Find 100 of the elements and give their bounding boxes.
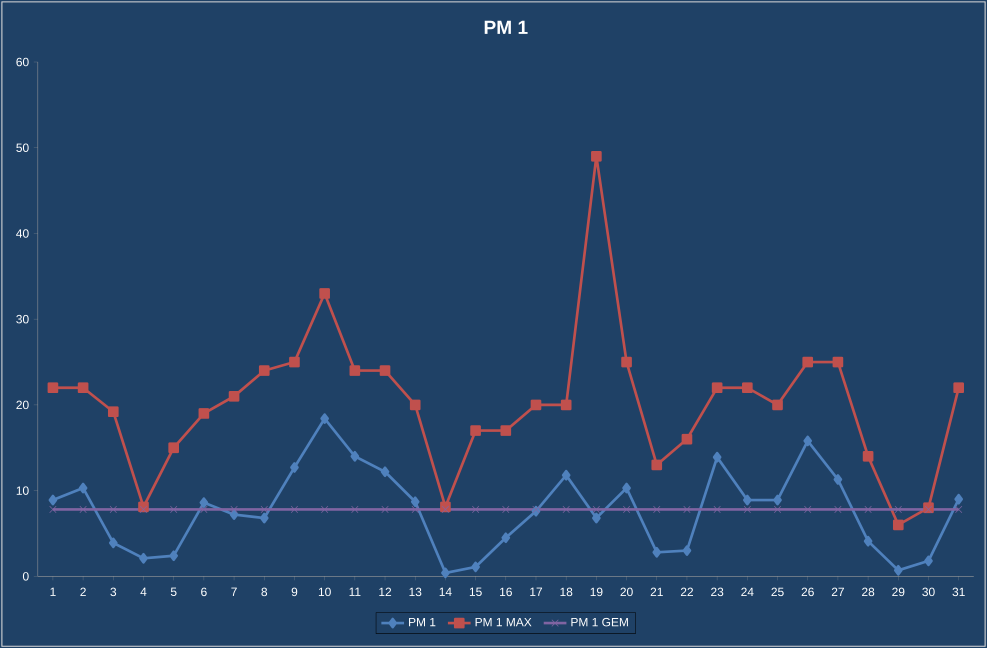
point xyxy=(804,506,812,514)
x-tick-label: 26 xyxy=(802,588,814,596)
point xyxy=(170,506,178,514)
point xyxy=(351,506,358,514)
x-tick-label: 31 xyxy=(952,588,965,596)
point xyxy=(924,556,933,566)
point xyxy=(79,506,87,514)
point xyxy=(622,506,630,514)
point xyxy=(560,399,572,410)
point xyxy=(321,506,328,514)
x-tick-label: 27 xyxy=(832,588,844,596)
point xyxy=(290,506,298,514)
point xyxy=(471,561,480,572)
x-tick-label: 10 xyxy=(318,588,331,596)
point xyxy=(350,450,360,462)
point xyxy=(290,462,299,473)
x-tick-label: 23 xyxy=(711,588,724,596)
point xyxy=(622,482,631,494)
point xyxy=(803,435,812,446)
x-tick-label: 3 xyxy=(110,588,116,596)
point xyxy=(862,450,874,462)
point xyxy=(712,452,722,462)
point xyxy=(894,506,902,514)
point xyxy=(653,506,660,514)
x-tick-label: 24 xyxy=(741,588,754,596)
y-tick-label: 0 xyxy=(22,572,29,580)
point xyxy=(954,494,964,504)
x-tick-label: 17 xyxy=(530,588,542,596)
point xyxy=(743,494,752,506)
x-tick-label: 30 xyxy=(922,588,935,596)
point xyxy=(894,564,903,576)
point xyxy=(110,506,117,514)
point xyxy=(200,497,208,508)
point xyxy=(470,425,481,436)
point xyxy=(258,365,270,376)
legend-label: PM 1 MAX xyxy=(476,618,532,626)
point xyxy=(651,459,662,470)
point xyxy=(955,506,962,514)
point xyxy=(714,506,721,514)
x-tick-label: 5 xyxy=(170,588,177,596)
point xyxy=(410,399,421,410)
point xyxy=(591,150,602,162)
legend-label: PM 1 GEM xyxy=(571,618,628,626)
point xyxy=(834,474,842,485)
point xyxy=(200,506,208,514)
point xyxy=(230,506,238,514)
x-tick-label: 2 xyxy=(80,588,86,596)
point xyxy=(682,545,692,556)
legend-label: PM 1 xyxy=(409,618,436,626)
point xyxy=(319,288,330,299)
point xyxy=(78,382,88,393)
point xyxy=(562,506,570,514)
point xyxy=(682,434,692,444)
point xyxy=(924,506,932,514)
point xyxy=(502,506,510,514)
x-tick-label: 14 xyxy=(440,588,452,596)
x-tick-label: 4 xyxy=(140,588,146,596)
point xyxy=(592,506,600,514)
point xyxy=(472,506,480,514)
point xyxy=(260,512,269,524)
point xyxy=(260,506,268,514)
x-tick-label: 29 xyxy=(892,588,904,596)
point xyxy=(48,494,58,506)
point xyxy=(562,470,570,480)
point xyxy=(380,365,390,376)
point xyxy=(169,550,178,561)
point xyxy=(410,496,420,507)
point xyxy=(412,506,419,514)
x-tick-label: 25 xyxy=(771,588,784,596)
point xyxy=(832,356,844,368)
point xyxy=(228,390,240,402)
point xyxy=(198,408,210,419)
point xyxy=(78,482,88,494)
x-tick-label: 19 xyxy=(590,588,602,596)
x-tick-label: 22 xyxy=(680,588,693,596)
point xyxy=(683,506,691,514)
y-tick-label: 20 xyxy=(16,400,29,410)
x-tick-label: 13 xyxy=(409,588,422,596)
point xyxy=(320,413,329,424)
point xyxy=(773,494,782,506)
y-tick-label: 50 xyxy=(16,143,29,152)
point xyxy=(953,382,964,393)
point xyxy=(48,382,58,393)
point xyxy=(712,382,722,393)
point xyxy=(864,536,872,546)
point xyxy=(168,442,179,453)
x-tick-label: 28 xyxy=(862,588,874,596)
chart-title: PM 1 xyxy=(484,20,528,34)
point xyxy=(530,399,542,410)
point xyxy=(592,512,601,524)
y-tick-label: 30 xyxy=(16,314,29,324)
point xyxy=(500,425,512,436)
x-tick-label: 6 xyxy=(201,588,207,596)
x-tick-label: 20 xyxy=(620,588,633,596)
y-tick-label: 40 xyxy=(16,229,29,238)
x-tick-label: 15 xyxy=(470,588,482,596)
point xyxy=(802,356,814,368)
x-tick-label: 21 xyxy=(650,588,663,596)
x-tick-label: 9 xyxy=(292,588,298,596)
point xyxy=(621,356,632,368)
